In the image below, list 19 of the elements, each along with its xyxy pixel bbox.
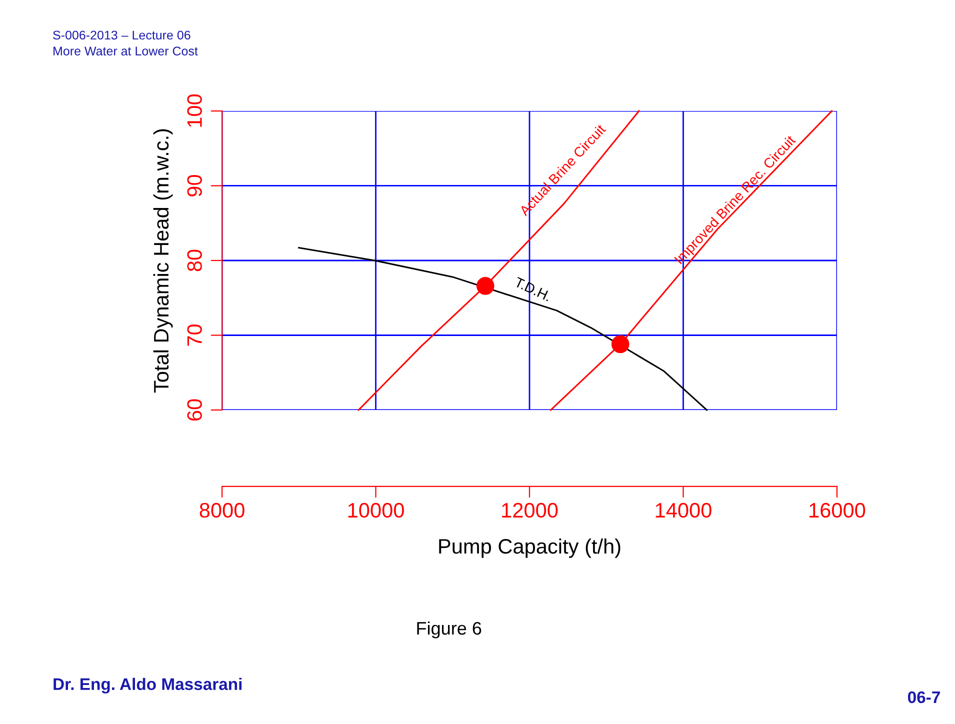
caption: Figure 6 [417, 621, 482, 638]
y-tick-label: 100 [187, 94, 202, 127]
text: Dr. Eng. Aldo Massarani [54, 678, 242, 694]
x-tick-label: 10000 [348, 502, 404, 518]
x-tick-label: 16000 [810, 502, 866, 518]
x-tick-label: 14000 [656, 502, 712, 518]
x-tick-label: 12000 [502, 502, 558, 518]
x-axis-title: Pump Capacity (t/h) [439, 538, 620, 558]
text: 06-7 [908, 691, 940, 704]
line-series [550, 110, 833, 411]
x-tick-label: 8000 [200, 502, 244, 518]
y-tick-label: 70 [187, 324, 202, 346]
text: S-006-2013 – Lecture 06 [53, 30, 190, 40]
y-tick-label: 60 [187, 399, 202, 421]
line-series [358, 110, 640, 411]
y-axis-title: Total Dynamic Head (m.w.c.) [153, 129, 173, 393]
y-tick-label: 90 [187, 174, 202, 196]
text: More Water at Lower Cost [54, 46, 198, 56]
y-tick-label: 80 [187, 250, 202, 272]
